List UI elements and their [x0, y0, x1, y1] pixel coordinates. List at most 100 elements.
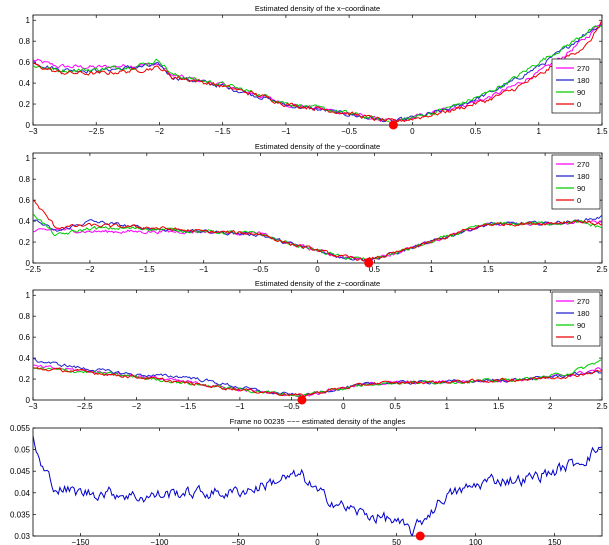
legend-label: 90	[577, 88, 585, 97]
x-tick-label: −1	[235, 402, 245, 411]
plot-area	[32, 289, 603, 401]
x-tick-label: −1	[199, 265, 209, 274]
chart-panel-2: Estimated density of the y−coordinate −2.…	[19, 142, 608, 274]
x-tick-label: 100	[469, 538, 483, 545]
x-tick-label: −2	[85, 265, 95, 274]
x-tick-label: 1	[537, 127, 542, 136]
x-tick-label: 1	[445, 402, 450, 411]
x-tick-label: 150	[548, 538, 562, 545]
x-tick-label: 1.5	[493, 402, 505, 411]
legend-label: 90	[577, 321, 585, 330]
x-tick-label: −1.5	[139, 265, 155, 274]
current-value-marker	[297, 395, 307, 405]
series-line-180	[33, 23, 602, 123]
legend: 270 180 90 0	[551, 58, 601, 114]
x-tick-label: 50	[392, 538, 401, 545]
legend: 270 180 90 0	[551, 154, 601, 210]
legend-label: 180	[577, 309, 590, 318]
x-tick-label: 0	[315, 265, 320, 274]
y-tick-label: 0.2	[19, 375, 31, 384]
x-tick-label: −2.5	[88, 127, 104, 136]
x-tick-label: −0.5	[284, 402, 300, 411]
x-tick-label: 0.5	[470, 127, 482, 136]
chart-panel-4: Frame no 00235 −−− estimated density of …	[10, 417, 603, 545]
y-tick-label: 1	[26, 291, 31, 300]
current-value-marker	[388, 120, 398, 130]
x-tick-label: −1.5	[180, 402, 196, 411]
y-tick-label: 0	[26, 121, 31, 130]
chart-title: Estimated density of the z−coordinate	[255, 279, 380, 288]
legend-label: 270	[577, 297, 590, 306]
x-tick-label: −1.5	[215, 127, 231, 136]
current-value-marker	[364, 258, 374, 268]
y-tick-label: 0.6	[19, 196, 31, 205]
x-tick-label: −100	[150, 538, 169, 545]
chart-panel-3: Estimated density of the z−coordinate −3 −…	[19, 279, 608, 411]
x-tick-label: −2.5	[25, 265, 41, 274]
legend-label: 180	[577, 76, 590, 85]
y-tick-label: 0.2	[19, 100, 31, 109]
x-tick-label: −3	[28, 127, 38, 136]
series-line-0	[33, 19, 602, 123]
legend-label: 270	[577, 64, 590, 73]
x-tick-label: −150	[71, 538, 90, 545]
x-tick-label: 1	[429, 265, 434, 274]
series-line-0	[33, 367, 602, 398]
legend: 270 180 90 0	[551, 291, 601, 347]
x-tick-label: 0	[410, 127, 415, 136]
legend-box	[551, 154, 601, 210]
y-tick-label: 0.05	[14, 446, 30, 455]
y-tick-label: 0.4	[19, 217, 31, 226]
y-tick-label: 0.03	[14, 532, 30, 541]
x-tick-label: 2.5	[596, 265, 608, 274]
x-tick-label: 1.5	[596, 127, 608, 136]
y-tick-label: 0.8	[19, 175, 31, 184]
plot-area	[32, 152, 603, 264]
legend-label: 270	[577, 160, 590, 169]
x-tick-label: 2	[543, 265, 548, 274]
legend-label: 0	[577, 333, 581, 342]
x-tick-label: −50	[232, 538, 246, 545]
legend-label: 0	[577, 100, 581, 109]
legend-box	[551, 58, 601, 114]
x-tick-label: −2	[132, 402, 142, 411]
x-tick-label: 0	[341, 402, 346, 411]
x-tick-label: 0.5	[390, 402, 402, 411]
y-tick-label: 0.045	[10, 467, 31, 476]
y-tick-label: 1	[26, 16, 31, 25]
current-value-marker	[415, 531, 425, 541]
y-tick-label: 0.6	[19, 333, 31, 342]
legend-box	[551, 291, 601, 347]
chart-title: Frame no 00235 −−− estimated density of …	[230, 417, 406, 426]
y-tick-label: 0.8	[19, 37, 31, 46]
series-line-angles	[33, 435, 602, 536]
y-tick-label: 0.035	[10, 510, 31, 519]
legend-label: 0	[577, 196, 581, 205]
x-tick-label: −2.5	[77, 402, 93, 411]
y-tick-label: 0.2	[19, 238, 31, 247]
x-tick-label: 2.5	[596, 402, 608, 411]
x-tick-label: −0.5	[341, 127, 357, 136]
y-tick-label: 0	[26, 396, 31, 405]
y-tick-label: 0.4	[19, 79, 31, 88]
x-tick-label: −2	[155, 127, 165, 136]
y-tick-label: 0.04	[14, 489, 30, 498]
y-tick-label: 0.4	[19, 354, 31, 363]
legend-label: 90	[577, 184, 585, 193]
chart-title: Estimated density of the y−coordinate	[255, 142, 380, 151]
x-tick-label: −0.5	[253, 265, 269, 274]
series-line-0	[33, 200, 602, 262]
series-line-90	[33, 212, 602, 261]
y-tick-label: 0	[26, 259, 31, 268]
plot-area	[32, 427, 603, 537]
y-tick-label: 0.055	[10, 424, 31, 433]
x-tick-label: −1	[281, 127, 291, 136]
chart-panel-1: Estimated density of the x−coordinate −3 −…	[19, 4, 608, 136]
x-tick-label: 1.5	[483, 265, 495, 274]
y-tick-label: 0.6	[19, 58, 31, 67]
x-tick-label: 2	[548, 402, 553, 411]
x-tick-label: 0.5	[369, 265, 381, 274]
y-tick-label: 1	[26, 154, 31, 163]
y-tick-label: 0.8	[19, 312, 31, 321]
